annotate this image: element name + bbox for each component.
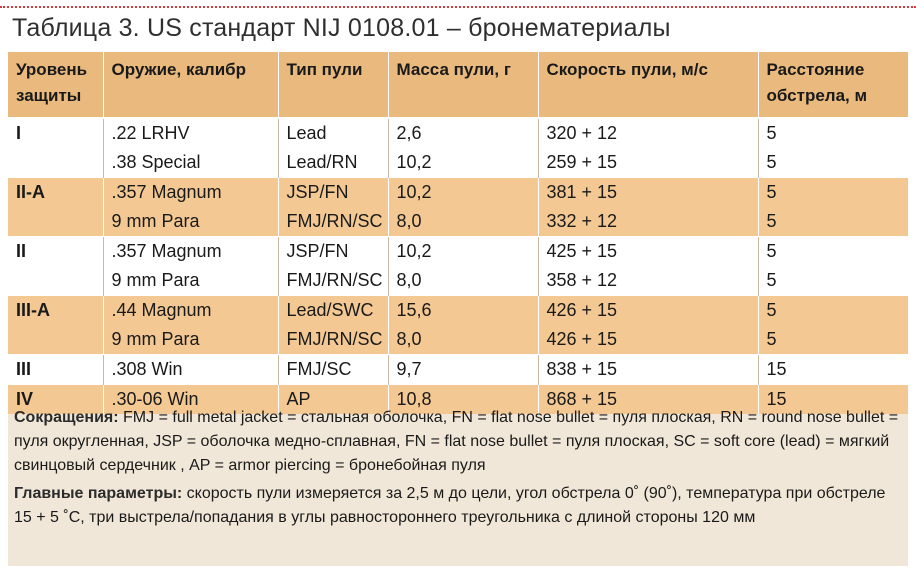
parameters-text: скорость пули измеряется за 2,5 м до цел… — [14, 485, 886, 526]
table-row: 9 mm Para FMJ/RN/SC 8,0 426 + 15 5 — [8, 325, 908, 355]
table-row: IV .30-06 Win AP 10,8 868 + 15 15 — [8, 384, 908, 414]
table-row: II-A .357 Magnum JSP/FN 10,2 381 + 15 5 — [8, 177, 908, 207]
cell-bullet-type: JSP/FN — [278, 236, 389, 266]
parameters-note: Главные параметры: скорость пули измеряе… — [14, 482, 904, 530]
table-row: 9 mm Para FMJ/RN/SC 8,0 358 + 12 5 — [8, 266, 908, 296]
cell-mass: 10,8 — [388, 384, 539, 414]
cell-weapon: .30-06 Win — [103, 384, 279, 414]
cell-level — [8, 148, 104, 178]
cell-distance: 5 — [758, 266, 908, 296]
cell-weapon: .38 Special — [103, 148, 279, 178]
cell-weapon: .357 Magnum — [103, 177, 279, 207]
cell-level: IV — [8, 384, 104, 414]
notes-section: Сокращения: FMJ = full metal jacket = ст… — [14, 406, 904, 534]
header-protection-level: Уровень защиты — [8, 52, 104, 119]
document-title: Таблица 3. US стандарт NIJ 0108.01 – бро… — [12, 14, 671, 42]
cell-weapon: 9 mm Para — [103, 325, 279, 355]
table-header-row: Уровень защиты Оружие, калибр Тип пули М… — [8, 52, 908, 119]
cell-speed: 259 + 15 — [538, 148, 759, 178]
cell-speed: 332 + 12 — [538, 207, 759, 237]
cell-bullet-type: Lead — [278, 117, 389, 148]
cell-mass: 8,0 — [388, 266, 539, 296]
cell-level: II-A — [8, 177, 104, 207]
cell-level: III-A — [8, 295, 104, 325]
cell-level: I — [8, 117, 104, 148]
cell-speed: 868 + 15 — [538, 384, 759, 414]
cell-mass: 15,6 — [388, 295, 539, 325]
cell-mass: 10,2 — [388, 236, 539, 266]
abbreviations-text: FMJ = full metal jacket = стальная оболо… — [14, 409, 899, 474]
cell-bullet-type: Lead/RN — [278, 148, 389, 178]
cell-distance: 5 — [758, 117, 908, 148]
cell-mass: 9,7 — [388, 354, 539, 385]
cell-level — [8, 325, 104, 355]
table-panel: Уровень защиты Оружие, калибр Тип пули М… — [8, 52, 908, 566]
cell-speed: 426 + 15 — [538, 295, 759, 325]
table-row: .38 Special Lead/RN 10,2 259 + 15 5 — [8, 148, 908, 178]
cell-bullet-type: AP — [278, 384, 389, 414]
cell-level — [8, 266, 104, 296]
top-dotted-rule — [0, 6, 916, 8]
cell-weapon: .308 Win — [103, 354, 279, 385]
cell-distance: 5 — [758, 148, 908, 178]
armor-standard-table: Уровень защиты Оружие, калибр Тип пули М… — [8, 52, 908, 414]
table-row: 9 mm Para FMJ/RN/SC 8,0 332 + 12 5 — [8, 207, 908, 237]
cell-mass: 8,0 — [388, 207, 539, 237]
cell-level — [8, 207, 104, 237]
cell-distance: 5 — [758, 295, 908, 325]
cell-distance: 5 — [758, 177, 908, 207]
table-row: III-A .44 Magnum Lead/SWC 15,6 426 + 15 … — [8, 295, 908, 325]
cell-bullet-type: FMJ/SC — [278, 354, 389, 385]
cell-weapon: .22 LRHV — [103, 117, 279, 148]
cell-mass: 10,2 — [388, 148, 539, 178]
cell-speed: 426 + 15 — [538, 325, 759, 355]
abbreviations-label: Сокращения: — [14, 409, 119, 426]
cell-bullet-type: JSP/FN — [278, 177, 389, 207]
cell-level: II — [8, 236, 104, 266]
cell-distance: 5 — [758, 325, 908, 355]
table-row: II .357 Magnum JSP/FN 10,2 425 + 15 5 — [8, 236, 908, 266]
header-bullet-type: Тип пули — [278, 52, 389, 119]
cell-distance: 5 — [758, 236, 908, 266]
header-bullet-mass: Масса пули, г — [388, 52, 539, 119]
cell-weapon: 9 mm Para — [103, 207, 279, 237]
cell-weapon: .357 Magnum — [103, 236, 279, 266]
table-area: Уровень защиты Оружие, калибр Тип пули М… — [8, 52, 908, 414]
cell-speed: 320 + 12 — [538, 117, 759, 148]
parameters-label: Главные параметры: — [14, 485, 183, 502]
cell-speed: 838 + 15 — [538, 354, 759, 385]
cell-distance: 15 — [758, 354, 908, 385]
cell-bullet-type: FMJ/RN/SC — [278, 207, 389, 237]
cell-level: III — [8, 354, 104, 385]
cell-mass: 8,0 — [388, 325, 539, 355]
cell-mass: 2,6 — [388, 117, 539, 148]
table-row: I .22 LRHV Lead 2,6 320 + 12 5 — [8, 117, 908, 148]
cell-speed: 381 + 15 — [538, 177, 759, 207]
cell-mass: 10,2 — [388, 177, 539, 207]
table-row: III .308 Win FMJ/SC 9,7 838 + 15 15 — [8, 354, 908, 385]
cell-bullet-type: Lead/SWC — [278, 295, 389, 325]
cell-distance: 15 — [758, 384, 908, 414]
cell-weapon: 9 mm Para — [103, 266, 279, 296]
cell-bullet-type: FMJ/RN/SC — [278, 266, 389, 296]
header-bullet-speed: Скорость пули, м/с — [538, 52, 759, 119]
cell-speed: 425 + 15 — [538, 236, 759, 266]
cell-weapon: .44 Magnum — [103, 295, 279, 325]
cell-distance: 5 — [758, 207, 908, 237]
header-firing-distance: Расстояние обстрела, м — [758, 52, 908, 119]
header-weapon-caliber: Оружие, калибр — [103, 52, 279, 119]
abbreviations-note: Сокращения: FMJ = full metal jacket = ст… — [14, 406, 904, 478]
cell-speed: 358 + 12 — [538, 266, 759, 296]
cell-bullet-type: FMJ/RN/SC — [278, 325, 389, 355]
